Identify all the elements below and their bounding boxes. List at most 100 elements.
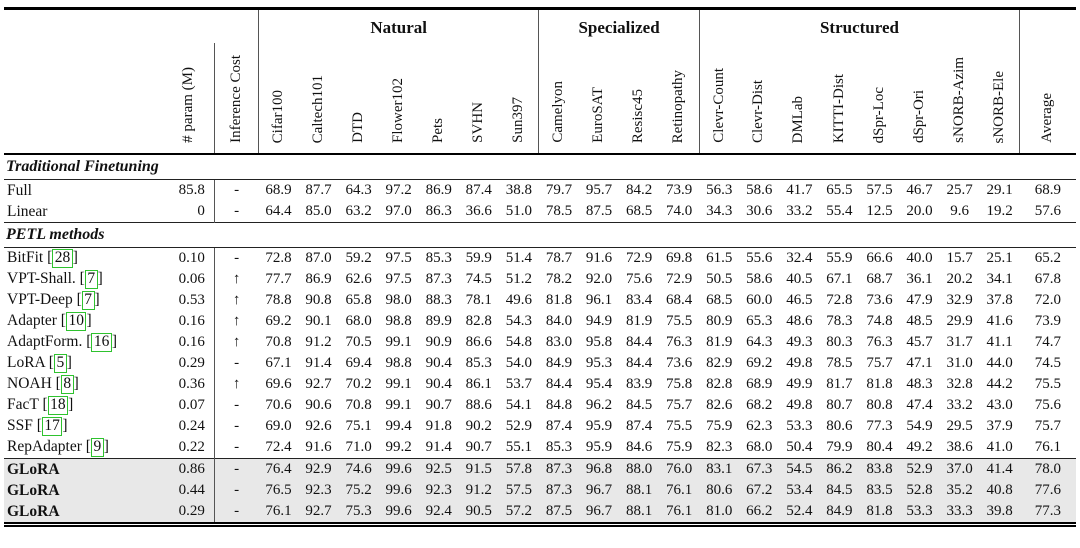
metric-cell: 87.5: [585, 203, 613, 219]
table-body: Traditional Finetuning Full 85.8 - 68.9 87.7 6…: [4, 153, 1076, 525]
metric-cell: 58.6: [746, 182, 773, 198]
metric-cell: 81.9: [706, 334, 733, 350]
metric-cell: 88.3: [425, 292, 452, 308]
metric-cell: 81.7: [826, 376, 853, 392]
citation-link[interactable]: 16: [91, 333, 112, 352]
citation-link[interactable]: 28: [52, 249, 73, 268]
inference-cost-value: -: [234, 439, 240, 455]
metric-cell: 70.5: [345, 334, 372, 350]
param-value: 0.44: [164, 480, 215, 501]
metric-cell: 96.7: [578, 501, 620, 525]
method-cell: LoRA [5]: [7, 354, 72, 373]
metric-cell: 84.8: [545, 397, 573, 413]
inference-cost-value: ↑: [232, 292, 241, 308]
metric-cell: 84.6: [625, 439, 653, 455]
metric-cell: 78.3: [826, 313, 853, 329]
metric-cell: 30.6: [746, 203, 773, 219]
rotated-label: EuroSAT: [590, 87, 607, 143]
metric-cell: 92.9: [298, 458, 339, 480]
param-value: 0.22: [164, 437, 215, 459]
metric-cell: 58.6: [746, 271, 773, 287]
metric-cell: 51.4: [505, 250, 532, 266]
metric-cell: 86.1: [465, 376, 492, 392]
metric-cell: 32.4: [786, 250, 813, 266]
group-header-row: Natural Specialized Structured: [4, 8, 1076, 43]
metric-cell: 76.3: [866, 334, 893, 350]
metric-cell: 49.8: [786, 397, 813, 413]
metric-cell: 52.4: [779, 501, 820, 525]
metric-cell: 97.5: [385, 271, 412, 287]
param-value: 0: [164, 201, 215, 223]
metric-cell: 76.1: [659, 480, 700, 501]
inference-cost-value: ↑: [232, 376, 241, 392]
metric-cell: 64.3: [746, 334, 773, 350]
metric-cell: 69.4: [345, 355, 372, 371]
inference-cost-value: -: [234, 182, 240, 198]
citation-link[interactable]: 17: [41, 417, 63, 436]
metric-cell: 81.8: [866, 376, 893, 392]
metric-cell: 74.8: [866, 313, 893, 329]
rotated-label: Retinopathy: [670, 69, 687, 143]
metric-cell: 74.0: [666, 203, 693, 219]
metric-cell: 84.9: [819, 501, 860, 525]
metric-cell: 69.0: [265, 418, 292, 434]
metric-cell: 99.6: [378, 458, 419, 480]
metric-cell: 99.6: [378, 480, 419, 501]
method-name: LoRA: [7, 354, 45, 372]
metric-cell: 52.9: [899, 458, 940, 480]
metric-cell: 95.7: [585, 182, 613, 198]
method-name: Adapter: [7, 312, 57, 330]
metric-cell: 39.8: [979, 501, 1020, 525]
metric-cell: 65.3: [746, 313, 773, 329]
metric-cell: 68.0: [345, 313, 372, 329]
method-cell: Linear: [4, 201, 164, 223]
metric-cell: 78.1: [465, 292, 492, 308]
group-header-specialized: Specialized: [538, 8, 700, 43]
metric-cell: 79.9: [826, 439, 853, 455]
citation-link[interactable]: 5: [53, 354, 67, 373]
inference-cost-value: -: [214, 480, 259, 501]
metric-cell: 99.4: [385, 418, 412, 434]
param-value: 0.07: [164, 395, 215, 416]
metric-cell: 75.9: [666, 439, 693, 455]
citation-link[interactable]: 8: [60, 375, 74, 394]
section-title: Traditional Finetuning: [4, 153, 1076, 180]
citation-link[interactable]: 7: [81, 291, 95, 310]
metric-cell: 36.6: [465, 203, 492, 219]
citation-link[interactable]: 10: [65, 312, 87, 331]
param-value: 0.24: [164, 416, 215, 437]
inference-cost-value: ↑: [232, 271, 241, 287]
average-cell: 57.6: [1034, 203, 1061, 219]
metric-cell: 29.1: [986, 182, 1013, 198]
citation-link[interactable]: 9: [90, 438, 104, 457]
method-cell: Adapter [10]: [7, 312, 92, 331]
metric-cell: 86.9: [305, 271, 332, 287]
metric-cell: 90.4: [425, 376, 452, 392]
metric-cell: 57.5: [498, 480, 539, 501]
metric-cell: 46.5: [786, 292, 813, 308]
metric-cell: 78.5: [826, 355, 853, 371]
metric-cell: 46.7: [906, 182, 933, 198]
method-name: GLoRA: [7, 502, 60, 520]
citation-link[interactable]: 18: [47, 396, 69, 415]
metric-cell: 92.7: [298, 501, 339, 525]
metric-cell: 59.2: [345, 250, 372, 266]
rotated-label: dSpr-Ori: [910, 89, 927, 143]
metric-cell: 37.0: [939, 458, 980, 480]
metric-cell: 49.2: [906, 439, 933, 455]
metric-cell: 62.3: [746, 418, 773, 434]
metric-cell: 15.7: [946, 250, 973, 266]
table-row: Linear 0 - 64.4 85.0 63.2 97.0 86.3 36.6 51.0 78.5…: [4, 201, 1076, 223]
method-name: FacT: [7, 396, 39, 414]
metric-cell: 83.4: [625, 292, 653, 308]
metric-cell: 80.8: [866, 397, 893, 413]
citation-link[interactable]: 7: [84, 270, 98, 289]
metric-cell: 67.1: [826, 271, 853, 287]
metric-cell: 98.8: [385, 313, 412, 329]
metric-cell: 88.1: [619, 480, 660, 501]
metric-cell: 20.0: [906, 203, 933, 219]
inference-cost-value: ↑: [232, 313, 241, 329]
table-row: Adapter [10] 0.16 ↑ 69.2 90.1 68.0 98.8 89.9 82.…: [4, 311, 1076, 332]
metric-cell: 52.9: [505, 418, 532, 434]
